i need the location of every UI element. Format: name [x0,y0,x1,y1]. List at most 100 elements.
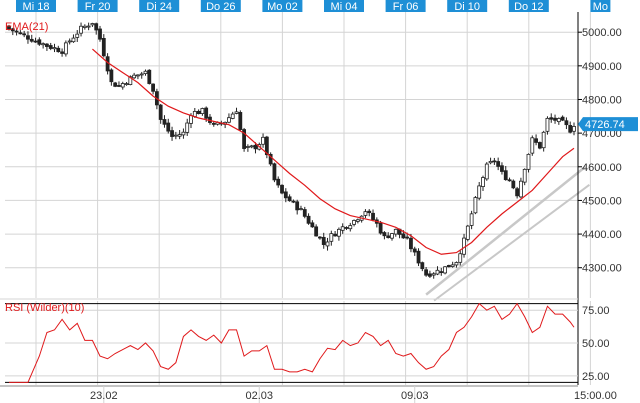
candle-body [336,228,341,237]
last-price-tag [578,117,638,132]
candle [245,144,250,152]
candle [151,83,155,95]
date-tag-label: Mo 02 [267,1,298,13]
candle-body [60,51,64,54]
candle [132,72,137,79]
candle-body [52,47,57,50]
candle-body [71,37,76,43]
candle-body [86,25,91,28]
candle [500,162,504,175]
candle-body [272,163,277,181]
trendline-lower [433,183,590,302]
candle [82,24,87,30]
candle [242,127,247,152]
candle-body [424,269,429,276]
candle-body [382,232,387,237]
candle-body [507,179,512,182]
candle [94,22,99,35]
candle-body [318,236,322,239]
candles [7,22,576,279]
candle [181,128,186,139]
candle [522,168,527,186]
price-tick-label: 4600.00 [582,162,622,174]
candle [302,206,307,219]
bottom-date-label: 23.02 [90,390,118,402]
candle [503,166,508,181]
candle-body [90,23,95,26]
candle [280,184,284,195]
candle [363,209,368,219]
candle-body [333,233,338,237]
candle-body [537,142,542,149]
candle [545,116,550,135]
bottom-date-label: 09.03 [401,390,429,402]
candle [268,152,273,167]
candle-body [488,161,493,164]
candle [124,82,129,86]
candle [264,135,269,159]
candle-body [48,45,53,49]
candle [41,42,46,49]
candle [378,220,383,235]
candle-body [41,43,46,46]
candle-body [33,40,38,43]
candle [162,115,167,128]
candle-body [412,248,417,253]
candle [166,118,171,134]
candle-body [481,177,485,187]
candle [374,217,379,228]
candle [443,266,447,275]
candle-body [37,39,42,45]
candle-body [321,236,326,245]
candle-body [515,188,520,197]
candle-body [230,113,235,119]
candle-body [75,33,80,38]
candle-body [234,111,239,114]
candle [348,222,353,232]
candle-body [189,115,193,124]
candle-body [139,73,144,76]
candle-body [454,262,459,266]
candle-body [136,74,140,77]
candle [352,219,356,227]
candle [299,205,303,211]
candle-body [390,233,394,239]
candle [469,210,474,230]
candle-body [348,225,353,230]
candle-body [26,35,30,40]
candle [553,114,557,124]
candle-body [556,118,561,123]
date-tag-label: Fr 20 [85,1,111,13]
candle-body [204,107,209,119]
candle-body [82,25,87,28]
candle-body [526,153,531,170]
candle-body [196,110,201,115]
candle-body [325,241,330,247]
candle [200,107,205,116]
candle [37,37,42,46]
candle-body [568,125,573,133]
candle [223,121,228,129]
candle [530,135,535,156]
candle [158,103,163,124]
candle-body [211,122,216,125]
candle-body [371,212,375,221]
candle [52,43,57,53]
candle [333,230,338,237]
candle [63,40,68,57]
candle-body [519,180,523,198]
candle [568,121,573,134]
rsi-tick-label: 75.00 [582,305,610,317]
candle [344,226,349,231]
candle-body [79,25,83,34]
candle-body [534,138,538,143]
rsi-tick-label: 50.00 [582,338,610,350]
price-tick-label: 4900.00 [582,61,622,73]
candle [560,115,565,122]
candle-body [18,32,23,35]
candle-body [469,213,474,226]
candle-body [295,201,300,211]
candle [477,182,482,201]
candle [136,74,140,80]
candle [306,213,311,225]
